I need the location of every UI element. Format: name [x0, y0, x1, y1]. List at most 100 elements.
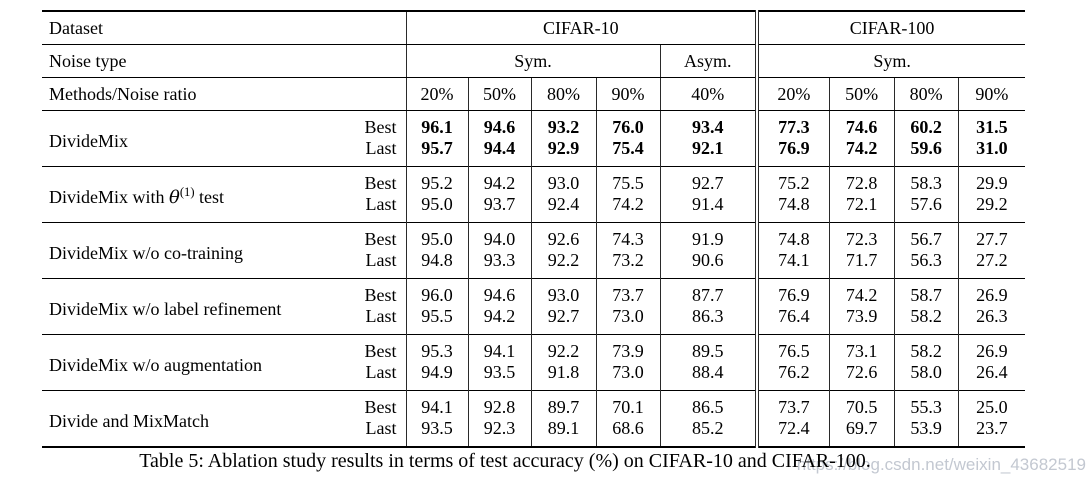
- last-value: 73.2: [595, 250, 661, 279]
- last-value: 92.1: [659, 138, 758, 167]
- best-value: 74.3: [595, 222, 661, 250]
- method-row-last: Last 95.7 94.4 92.9 75.4 92.1 76.9 74.2 59.6 31.0: [42, 138, 1026, 167]
- last-value: 86.3: [659, 306, 758, 335]
- best-value: 73.7: [755, 390, 830, 418]
- best-value: 58.7: [893, 278, 959, 306]
- ratio-c10-80: 80%: [530, 77, 597, 111]
- last-label: Last: [365, 194, 397, 214]
- ratio-c100-50: 50%: [828, 77, 895, 111]
- last-label: Last: [365, 418, 397, 438]
- last-value: 75.4: [595, 138, 661, 167]
- method-name: DivideMix w/o co-training: [42, 222, 358, 279]
- best-label: Best: [358, 278, 407, 306]
- methods-label: Methods/Noise ratio: [42, 77, 407, 111]
- last-value: 76.4: [755, 306, 830, 335]
- best-value: 73.9: [595, 334, 661, 362]
- best-label: Best: [358, 222, 407, 250]
- best-value: 70.1: [595, 390, 661, 418]
- best-value: 26.9: [957, 278, 1026, 306]
- last-value: 94.9: [405, 362, 469, 391]
- cifar10-header: CIFAR-10: [405, 11, 758, 45]
- last-value: 69.7: [828, 418, 895, 447]
- best-value: 76.9: [755, 278, 830, 306]
- last-value: 91.4: [659, 194, 758, 223]
- last-value: 93.7: [467, 194, 532, 223]
- last-value: 74.2: [828, 138, 895, 167]
- last-value: 31.0: [957, 138, 1026, 167]
- last-value: 95.5: [405, 306, 469, 335]
- ratio-c10-90: 90%: [595, 77, 661, 111]
- last-value: 72.4: [755, 418, 830, 447]
- ratio-c100-80: 80%: [893, 77, 959, 111]
- ratio-c100-90: 90%: [957, 77, 1026, 111]
- method-row-best: DivideMix w/o label refinement Best 96.0 94…: [42, 278, 1026, 335]
- last-value: 72.6: [828, 362, 895, 391]
- last-value: 53.9: [893, 418, 959, 447]
- dataset-header-row: Dataset CIFAR-10 CIFAR-100: [42, 11, 1026, 45]
- best-value: 89.5: [659, 334, 758, 362]
- last-value: 95.0: [405, 194, 469, 223]
- last-value: 92.3: [467, 418, 532, 447]
- last-value: 88.4: [659, 362, 758, 391]
- sym-header-cifar100: Sym.: [755, 44, 1026, 78]
- best-value: 87.7: [659, 278, 758, 306]
- last-value: 92.7: [530, 306, 597, 335]
- best-label: Best: [364, 117, 397, 137]
- best-value: 94.2: [467, 166, 532, 194]
- best-value: 75.5: [595, 166, 661, 194]
- best-value: 95.2: [405, 166, 469, 194]
- best-value: 31.5: [957, 110, 1026, 138]
- last-value: 76.2: [755, 362, 830, 391]
- best-value: 91.9: [659, 222, 758, 250]
- best-label: Best: [358, 334, 407, 362]
- last-value: 95.7: [405, 138, 469, 167]
- last-value: 92.4: [530, 194, 597, 223]
- best-value: 76.5: [755, 334, 830, 362]
- last-value: 58.2: [893, 306, 959, 335]
- last-value: 91.8: [530, 362, 597, 391]
- best-value: 95.3: [405, 334, 469, 362]
- best-value: 95.0: [405, 222, 469, 250]
- last-value: 93.5: [467, 362, 532, 391]
- method-row-best: DivideMix Best 96.1 94.6 93.2 76.0 93.4 77.3 74.…: [42, 110, 1026, 151]
- best-value: 94.6: [467, 110, 532, 138]
- method-row-last: Last 95.5 94.2 92.7 73.0 86.3 76.4 73.9 58.2 26.3: [42, 306, 1026, 335]
- best-value: 58.3: [893, 166, 959, 194]
- last-value: 73.0: [595, 306, 661, 335]
- last-value: 92.9: [530, 138, 597, 167]
- best-value: 92.8: [467, 390, 532, 418]
- method-row-last: Last 95.0 93.7 92.4 74.2 91.4 74.8 72.1 57.6 29.2: [42, 194, 1026, 223]
- best-value: 96.1: [405, 110, 469, 138]
- last-value: 71.7: [828, 250, 895, 279]
- last-value: 26.3: [957, 306, 1026, 335]
- ablation-table: Dataset CIFAR-10 CIFAR-100 Noise type Sy…: [42, 10, 1026, 448]
- best-value: 94.0: [467, 222, 532, 250]
- last-value: 27.2: [957, 250, 1026, 279]
- last-value: 92.2: [530, 250, 597, 279]
- method-row-best: DivideMix with θ(1) test Best 95.2 94.2 93.0…: [42, 166, 1026, 223]
- last-value: 57.6: [893, 194, 959, 223]
- last-value: 58.0: [893, 362, 959, 391]
- best-value: 92.6: [530, 222, 597, 250]
- best-value: 77.3: [755, 110, 830, 138]
- last-value: 89.1: [530, 418, 597, 447]
- ratio-c10-50: 50%: [467, 77, 532, 111]
- last-value: 93.5: [405, 418, 469, 447]
- last-value: 74.2: [595, 194, 661, 223]
- best-value: 60.2: [893, 110, 959, 138]
- best-value: 58.2: [893, 334, 959, 362]
- best-value: 29.9: [957, 166, 1026, 194]
- method-name: DivideMix: [49, 131, 128, 151]
- last-value: 56.3: [893, 250, 959, 279]
- last-value: 94.4: [467, 138, 532, 167]
- best-value: 72.3: [828, 222, 895, 250]
- last-value: 76.9: [755, 138, 830, 167]
- last-value: 90.6: [659, 250, 758, 279]
- best-value: 70.5: [828, 390, 895, 418]
- best-value: 96.0: [405, 278, 469, 306]
- last-value: 85.2: [659, 418, 758, 447]
- noise-ratio-header-row: Methods/Noise ratio 20% 50% 80% 90% 40% …: [42, 77, 1026, 111]
- best-label: Best: [358, 166, 407, 194]
- best-value: 86.5: [659, 390, 758, 418]
- best-value: 72.8: [828, 166, 895, 194]
